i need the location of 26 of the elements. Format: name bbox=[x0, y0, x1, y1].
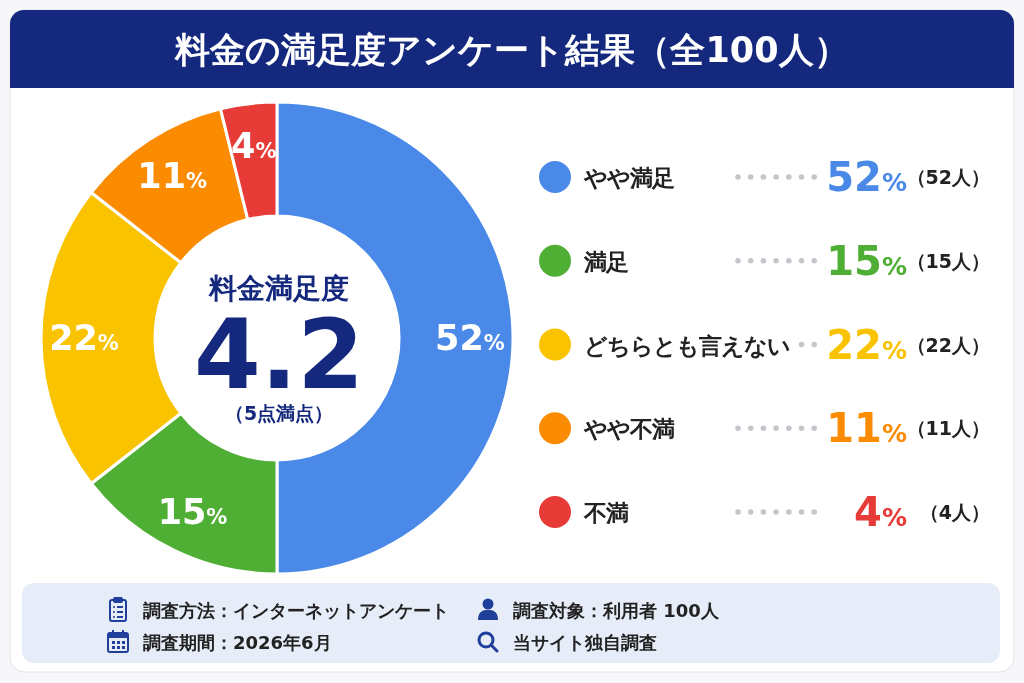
text: 当サイト独自調査 bbox=[513, 632, 657, 653]
legend-label: 満足 bbox=[583, 248, 629, 275]
text: 15% bbox=[826, 237, 907, 284]
data-label: 15% bbox=[157, 491, 228, 532]
data-label: 52% bbox=[435, 318, 505, 358]
legend-label: どちらとも言えない bbox=[584, 332, 790, 359]
text: （52人） bbox=[906, 166, 990, 188]
text: 調査方法：インターネットアンケート bbox=[143, 600, 449, 621]
legend-label: 不満 bbox=[583, 500, 629, 526]
data-label: 11% bbox=[137, 155, 208, 196]
text: （22人） bbox=[906, 333, 990, 356]
legend-label: やや不満 bbox=[583, 416, 675, 443]
data-label: 22% bbox=[49, 318, 119, 358]
text: （15人） bbox=[906, 249, 990, 272]
text: 11% bbox=[826, 405, 907, 452]
text: 4% bbox=[854, 489, 907, 535]
text: 22% bbox=[826, 321, 907, 368]
text: （5点満点） bbox=[224, 402, 334, 424]
legend-label: やや満足 bbox=[583, 165, 675, 191]
text: 調査期間：2026年6月 bbox=[143, 632, 332, 653]
text: 52% bbox=[826, 154, 907, 200]
data-label: 4% bbox=[231, 126, 277, 167]
text: （4人） bbox=[919, 501, 990, 523]
text: 調査対象：利用者 100人 bbox=[513, 600, 720, 621]
chart-title: 料金の満足度アンケート結果（全100人） bbox=[174, 30, 849, 70]
text: （11人） bbox=[906, 417, 990, 440]
